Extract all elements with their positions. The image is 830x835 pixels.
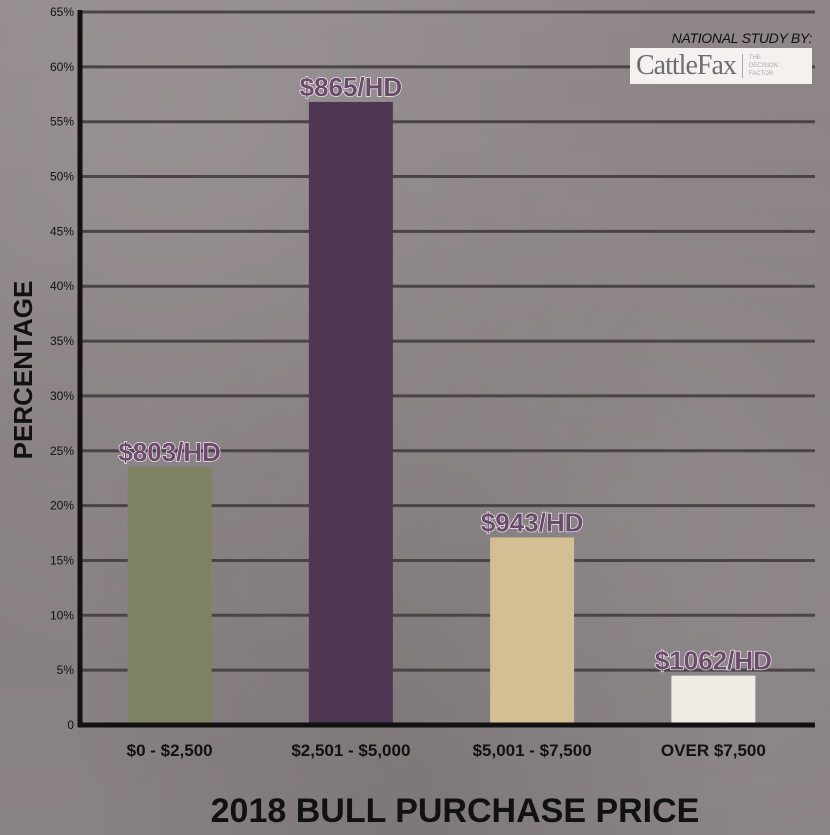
category-label: $2,501 - $5,000 <box>291 741 410 760</box>
logo-name: CattleFax <box>636 50 737 81</box>
x-axis-title: 2018 BULL PURCHASE PRICE <box>211 792 700 830</box>
study-credit: NATIONAL STUDY BY: CattleFax THE DECISIO… <box>622 30 812 84</box>
credit-text: NATIONAL STUDY BY: <box>671 30 813 46</box>
y-tick-label: 60% <box>50 60 74 74</box>
category-label: $0 - $2,500 <box>127 741 213 760</box>
bar <box>308 101 393 725</box>
y-axis-title: PERCENTAGE <box>8 281 38 460</box>
y-tick-label: 15% <box>50 553 74 567</box>
bar-value-label: $943/HD <box>481 507 584 537</box>
bar-value-label: $1062/HD <box>655 646 772 676</box>
y-tick-label: 40% <box>50 279 74 293</box>
y-tick-label: 35% <box>50 334 74 348</box>
bars <box>127 101 756 725</box>
y-tick-label: 25% <box>50 444 74 458</box>
category-labels: $0 - $2,500 $2,501 - $5,000 $5,001 - $7,50… <box>127 741 766 760</box>
bar <box>671 675 756 725</box>
y-tick-label: 20% <box>50 499 74 513</box>
category-label: OVER $7,500 <box>661 741 766 760</box>
y-tick-label: 50% <box>50 170 74 184</box>
y-tick-label: 55% <box>50 115 74 129</box>
y-tick-label: 65% <box>50 5 74 19</box>
logo-tagline: THE DECISION FACTOR <box>741 54 789 78</box>
category-label: $5,001 - $7,500 <box>473 741 592 760</box>
bar <box>127 467 212 725</box>
bar-value-labels: $803/HD $865/HD $943/HD $1062/HD <box>118 71 773 676</box>
bar-value-label: $865/HD <box>300 72 403 102</box>
y-tick-label: 10% <box>50 608 74 622</box>
y-tick-labels: 0 5% 10% 15% 20% 25% 30% 35% 40% 45% 50% 55% 60% 65% <box>50 5 74 732</box>
y-tick-label: 30% <box>50 389 74 403</box>
y-tick-label: 5% <box>57 663 75 677</box>
bar-value-label: $803/HD <box>118 437 221 467</box>
cattlefax-logo: CattleFax THE DECISION FACTOR <box>630 48 812 84</box>
bar <box>490 537 575 725</box>
y-tick-label: 45% <box>50 224 74 238</box>
y-tick-label: 0 <box>67 718 74 732</box>
